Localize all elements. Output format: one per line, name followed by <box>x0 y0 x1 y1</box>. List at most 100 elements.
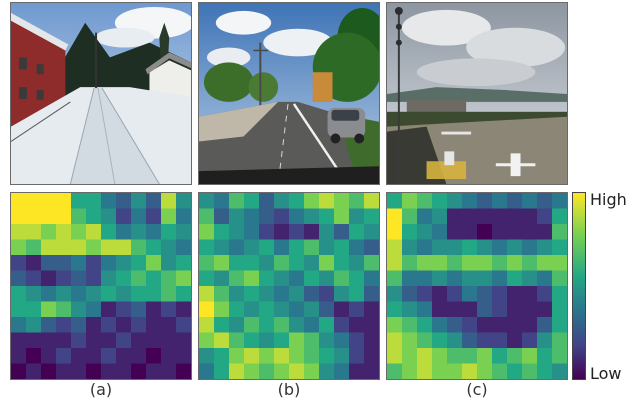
heatmap-cell <box>417 255 433 271</box>
photo-c-airfield <box>386 2 568 185</box>
heatmap-cell <box>522 301 538 318</box>
heatmap-cell <box>364 255 379 271</box>
heatmap-cell <box>492 208 508 225</box>
heatmap-cell <box>229 224 245 240</box>
heatmap-cell <box>161 317 177 333</box>
heatmap-cell <box>146 270 162 287</box>
heatmap-cell <box>402 286 418 302</box>
heatmap-cell <box>522 255 538 271</box>
heatmap-cell <box>259 286 275 302</box>
heatmap-cell <box>26 208 42 225</box>
heatmap-cell <box>86 193 102 209</box>
heatmap-cell <box>417 239 433 256</box>
heatmap-cell <box>364 208 379 225</box>
heatmap-cell <box>71 332 87 349</box>
heatmap-cell <box>101 317 117 333</box>
heatmap-cell <box>214 193 230 209</box>
heatmap-cell <box>11 239 27 256</box>
heatmap-cell <box>507 270 523 287</box>
heatmap-cell <box>131 363 147 379</box>
heatmap-cell <box>214 270 230 287</box>
heatmap-cell <box>522 348 538 364</box>
heatmap-cell <box>462 255 478 271</box>
heatmap-cell <box>101 208 117 225</box>
heatmap-cell <box>71 317 87 333</box>
heatmap-cell <box>71 363 87 379</box>
heatmap-cell <box>319 332 335 349</box>
heatmap-cell <box>56 301 72 318</box>
heatmap-cell <box>146 286 162 302</box>
heatmap-cell <box>447 255 463 271</box>
heatmap-cell <box>199 301 215 318</box>
heatmap-cell <box>289 208 305 225</box>
heatmap-cell <box>349 270 365 287</box>
heatmap-cell <box>432 239 448 256</box>
heatmap-cell <box>101 301 117 318</box>
heatmap-cell <box>304 224 320 240</box>
heatmap-cell <box>244 317 260 333</box>
heatmap-cell <box>11 286 27 302</box>
heatmap-cell <box>244 255 260 271</box>
heatmap-cell <box>214 224 230 240</box>
heatmap-cell <box>244 208 260 225</box>
heatmap-cell <box>161 193 177 209</box>
heatmap-cell <box>522 239 538 256</box>
heatmap-cell <box>432 317 448 333</box>
heatmap-cell <box>447 348 463 364</box>
heatmap-cell <box>432 193 448 209</box>
heatmap-cell <box>364 301 379 318</box>
heatmap-cell <box>11 332 27 349</box>
heatmap-cell <box>364 193 379 209</box>
heatmap-cell <box>71 208 87 225</box>
heatmap-cell <box>176 255 191 271</box>
heatmap-c-grid <box>387 193 567 379</box>
heatmap-cell <box>462 332 478 349</box>
heatmap-cell <box>161 270 177 287</box>
heatmap-cell <box>417 301 433 318</box>
heatmap-cell <box>319 363 335 379</box>
heatmap-cell <box>289 255 305 271</box>
heatmap-cell <box>199 193 215 209</box>
heatmap-cell <box>199 208 215 225</box>
heatmap-cell <box>447 332 463 349</box>
heatmap-cell <box>274 208 290 225</box>
heatmap-cell <box>259 255 275 271</box>
heatmap-cell <box>161 224 177 240</box>
heatmap-cell <box>56 255 72 271</box>
heatmap-cell <box>176 224 191 240</box>
heatmap-cell <box>364 224 379 240</box>
heatmap-cell <box>146 208 162 225</box>
heatmap-cell <box>447 193 463 209</box>
heatmap-cell <box>289 363 305 379</box>
heatmap-cell <box>146 193 162 209</box>
heatmap-cell <box>552 224 567 240</box>
heatmap-cell <box>131 301 147 318</box>
heatmap-cell <box>334 239 350 256</box>
heatmap-cell <box>259 317 275 333</box>
heatmap-cell <box>364 239 379 256</box>
heatmap-cell <box>11 301 27 318</box>
heatmap-cell <box>41 239 57 256</box>
heatmap-cell <box>319 193 335 209</box>
colorbar <box>572 192 586 380</box>
heatmap-cell <box>214 348 230 364</box>
heatmap-cell <box>289 239 305 256</box>
heatmap-cell <box>71 255 87 271</box>
heatmap-cell <box>274 239 290 256</box>
heatmap-cell <box>447 270 463 287</box>
heatmap-cell <box>477 193 493 209</box>
heatmap-cell <box>477 301 493 318</box>
heatmap-cell <box>26 363 42 379</box>
heatmap-cell <box>176 286 191 302</box>
heatmap-cell <box>334 270 350 287</box>
heatmap-cell <box>552 348 567 364</box>
heatmap-cell <box>259 332 275 349</box>
heatmap-cell <box>334 301 350 318</box>
photo-a-snowy-street <box>10 2 192 185</box>
heatmap-cell <box>244 286 260 302</box>
heatmap-cell <box>86 363 102 379</box>
heatmap-cell <box>11 317 27 333</box>
heatmap-cell <box>304 348 320 364</box>
heatmap-cell <box>417 193 433 209</box>
heatmap-cell <box>447 286 463 302</box>
